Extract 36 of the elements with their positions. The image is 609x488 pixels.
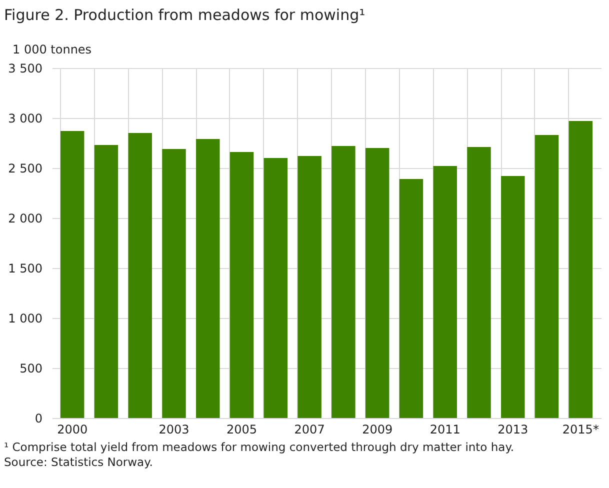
bar [399, 179, 424, 418]
x-tick-label: 2015* [562, 422, 599, 436]
bar [264, 158, 288, 418]
chart-title: Figure 2. Production from meadows for mowing¹ [4, 6, 366, 24]
text: ¹ Comprise total yield from meadows for mowing converted through dry matter into hay. [4, 440, 516, 455]
x-tick-label: 2007 [294, 422, 325, 436]
x-tick-label: 2000 [57, 422, 88, 436]
x-tick-label: 2009 [362, 422, 393, 436]
bar [196, 139, 220, 418]
bar [332, 146, 356, 418]
y-tick-label: 2 500 [8, 162, 42, 176]
bar [568, 121, 593, 418]
x-tick-label: 2003 [158, 422, 190, 436]
bar [94, 145, 118, 418]
y-tick-label: 1 500 [8, 262, 42, 276]
bar [365, 148, 390, 418]
bar [230, 152, 254, 418]
bar [467, 147, 491, 418]
bar [128, 133, 152, 418]
x-tick-label: 2013 [498, 422, 528, 436]
y-axis-title: 1 000 tonnes [12, 42, 92, 56]
y-tick-label: 3 500 [8, 62, 42, 76]
x-tick-label: 2011 [430, 422, 460, 436]
bar [60, 131, 84, 418]
y-tick-label: 3 000 [8, 112, 42, 126]
x-tick-label: 2005 [226, 422, 258, 436]
bar [433, 166, 457, 418]
y-tick-label: 2 000 [8, 212, 42, 226]
bar [501, 176, 525, 418]
y-tick-label: 500 [20, 362, 42, 376]
source-note: Source: Statistics Norway. [4, 455, 154, 470]
y-tick-label: 0 [34, 412, 42, 426]
bar [298, 156, 322, 418]
y-tick-label: 1 000 [8, 312, 42, 326]
bar [534, 135, 559, 418]
bar [162, 149, 186, 418]
